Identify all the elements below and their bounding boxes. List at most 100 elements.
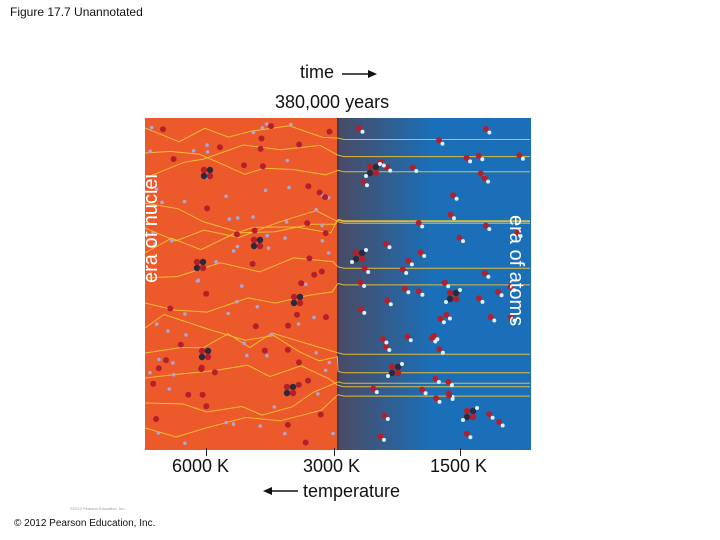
neutral-atom bbox=[482, 126, 492, 135]
free-nucleus bbox=[298, 280, 305, 287]
free-electron bbox=[304, 282, 308, 287]
free-electron bbox=[231, 422, 236, 427]
free-electron bbox=[287, 185, 291, 190]
neutral-atom bbox=[514, 229, 523, 239]
free-electron bbox=[283, 236, 287, 240]
photon-path bbox=[145, 202, 339, 234]
photon-path bbox=[145, 125, 339, 143]
free-nucleus bbox=[150, 380, 157, 387]
neutral-atom bbox=[401, 285, 411, 295]
free-electron bbox=[331, 431, 335, 436]
neutral-atom bbox=[383, 240, 392, 250]
free-electron bbox=[320, 223, 324, 228]
neutral-atom bbox=[508, 314, 517, 323]
free-electron bbox=[224, 420, 228, 425]
free-electron bbox=[320, 239, 325, 243]
free-nucleus bbox=[170, 156, 177, 163]
free-electron bbox=[160, 200, 164, 205]
copyright: © 2012 Pearson Education, Inc. bbox=[14, 518, 156, 529]
neutral-atom bbox=[463, 430, 473, 440]
free-electron bbox=[153, 242, 157, 246]
free-electron bbox=[227, 217, 232, 221]
free-electron bbox=[266, 246, 271, 250]
neutral-atom bbox=[446, 392, 455, 401]
photon-path bbox=[145, 257, 339, 279]
left-arrow-icon bbox=[263, 487, 298, 495]
neutral-atom bbox=[357, 306, 367, 315]
free-nucleus bbox=[216, 144, 223, 151]
free-nucleus bbox=[241, 162, 247, 169]
free-nucleus bbox=[259, 163, 266, 170]
free-nucleus bbox=[302, 439, 309, 446]
free-nucleus bbox=[160, 126, 166, 133]
free-electron bbox=[235, 244, 240, 249]
free-nucleus bbox=[284, 346, 291, 353]
free-nucleus bbox=[198, 366, 205, 373]
helium-nucleus bbox=[290, 293, 304, 307]
helium-atom bbox=[386, 362, 404, 378]
tick-6000 bbox=[206, 448, 207, 456]
free-electron bbox=[316, 392, 320, 396]
free-nucleus bbox=[305, 377, 312, 384]
free-electron bbox=[148, 149, 152, 154]
photon-path bbox=[145, 394, 339, 438]
free-electron bbox=[156, 431, 161, 435]
helium-nucleus bbox=[250, 236, 264, 250]
free-electron bbox=[263, 188, 268, 193]
neutral-atom bbox=[419, 386, 428, 396]
temperature-6000: 6000 K bbox=[172, 456, 230, 476]
neutral-atom bbox=[356, 125, 365, 134]
free-electron bbox=[224, 194, 228, 199]
free-electron bbox=[289, 122, 293, 127]
free-electron bbox=[251, 130, 256, 135]
free-nucleus bbox=[322, 194, 329, 201]
photon-path bbox=[337, 394, 530, 397]
free-nucleus bbox=[317, 411, 324, 418]
neutral-atom bbox=[437, 315, 446, 325]
free-nucleus bbox=[304, 220, 311, 227]
particles bbox=[148, 122, 525, 446]
neutral-atom bbox=[409, 164, 419, 173]
neutral-atom bbox=[432, 375, 441, 384]
right-arrow-icon bbox=[342, 70, 377, 78]
helium-nucleus bbox=[200, 166, 214, 180]
neutral-atom bbox=[445, 378, 454, 388]
free-electron bbox=[157, 357, 161, 362]
neutral-atom bbox=[486, 411, 495, 420]
neutral-atom bbox=[463, 154, 473, 164]
free-nucleus bbox=[258, 135, 265, 142]
free-electron bbox=[314, 207, 318, 212]
free-electron bbox=[149, 125, 154, 130]
neutral-atom bbox=[450, 192, 459, 201]
nuclei-era-region bbox=[145, 118, 337, 450]
free-electron bbox=[231, 249, 236, 253]
photon-path bbox=[145, 364, 339, 386]
free-electron bbox=[148, 370, 152, 375]
free-nucleus bbox=[261, 347, 268, 354]
free-electron bbox=[191, 149, 196, 153]
photon-path bbox=[145, 150, 339, 176]
neutral-atom bbox=[405, 257, 414, 267]
neutral-atom bbox=[384, 297, 393, 307]
neutral-atom bbox=[441, 279, 451, 289]
neutral-atom bbox=[382, 343, 392, 352]
tick-1500 bbox=[460, 448, 461, 456]
universe-illustration bbox=[145, 118, 531, 450]
era-of-atoms-label: era of atoms bbox=[505, 215, 527, 327]
neutral-atom bbox=[476, 295, 485, 304]
helium-atom bbox=[444, 288, 462, 304]
neutral-atom bbox=[417, 249, 427, 258]
neutral-atom bbox=[428, 335, 438, 344]
free-nucleus bbox=[203, 290, 210, 297]
free-electron bbox=[255, 305, 260, 309]
free-electron bbox=[326, 251, 331, 255]
neutral-atom bbox=[415, 220, 425, 229]
free-nucleus bbox=[177, 341, 184, 348]
free-nucleus bbox=[296, 359, 302, 366]
free-electron bbox=[235, 300, 239, 304]
photon-path bbox=[145, 313, 339, 372]
free-nucleus bbox=[305, 183, 312, 190]
time-label: time bbox=[300, 62, 335, 82]
photon-path bbox=[337, 352, 530, 355]
temperature-3000: 3000 K bbox=[303, 456, 361, 476]
